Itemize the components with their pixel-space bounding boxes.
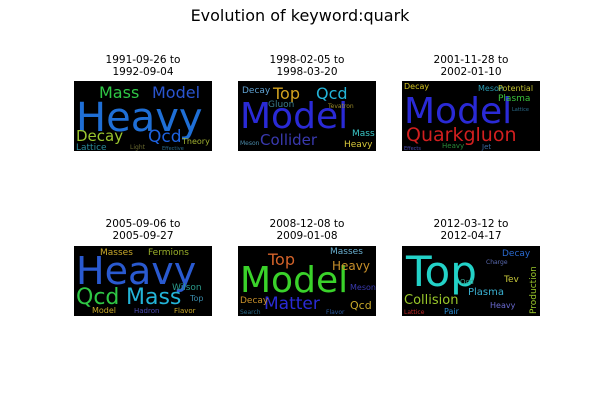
word-top-panel-2: Top xyxy=(272,84,300,103)
wordcloud-5-svg: Model Top Masses Heavy Matter Qcd Decay … xyxy=(240,247,376,316)
wordcloud-1-svg: Heavy Mass Model Decay Qcd Lattice Theor… xyxy=(76,83,210,151)
word-quarkgluon-panel-3: Quarkgluon xyxy=(406,124,517,146)
word-model-panel-4: Model xyxy=(92,306,116,315)
word-fermions-panel-4: Fermions xyxy=(148,248,189,258)
word-qcd-panel-4: Qcd xyxy=(76,285,119,310)
word-charge-panel-6: Charge xyxy=(486,259,508,266)
panel-title-5-line1: 2008-12-08 to xyxy=(269,218,345,230)
panel-title-4-line1: 2005-09-06 to xyxy=(105,218,181,230)
word-lattice-panel-1: Lattice xyxy=(76,143,107,151)
wordcloud-panel-1: Heavy Mass Model Decay Qcd Lattice Theor… xyxy=(74,81,212,151)
wordcloud-3-svg: Model Quarkgluon Decay Meson Potential P… xyxy=(404,82,533,151)
word-heavy-panel-6: Heavy xyxy=(490,301,516,310)
word-decay-panel-5: Decay xyxy=(240,296,269,306)
word-model-panel-2: Model xyxy=(240,96,348,137)
word-decay-panel-2: Decay xyxy=(242,86,271,96)
word-qcd-panel-6: Qcd xyxy=(460,278,474,286)
word-qcd-panel-2: Qcd xyxy=(316,84,348,103)
wordcloud-panel-4: Heavy Masses Fermions Qcd Mass Wilson Mo… xyxy=(74,246,212,316)
wordcloud-panel-2: Model Top Qcd Decay Gluon Tevatron Colli… xyxy=(238,81,376,151)
wordcloud-panel-5: Model Top Masses Heavy Matter Qcd Decay … xyxy=(238,246,376,316)
word-meson-panel-2: Meson xyxy=(240,140,260,147)
panel-title-2: 1998-02-05 to 1998-03-20 xyxy=(227,54,387,78)
panel-title-3-line1: 2001-11-28 to xyxy=(433,54,509,66)
word-lattice-panel-3: Lattice xyxy=(512,107,529,113)
word-search-panel-5: Search xyxy=(240,309,261,316)
word-decay-panel-6: Decay xyxy=(502,249,531,259)
word-meson-panel-5: Meson xyxy=(350,283,376,292)
word-heavy-panel-3: Heavy xyxy=(442,142,464,150)
word-top-panel-6: Top xyxy=(405,247,477,296)
word-collision-panel-6: Collision xyxy=(404,293,458,308)
word-collider-panel-2: Collider xyxy=(260,131,318,149)
word-flavor-panel-5: Flavor xyxy=(326,309,345,316)
word-pair-panel-6: Pair xyxy=(444,307,460,316)
word-masses-panel-4: Masses xyxy=(100,248,133,258)
wordcloud-6-svg: Top Collision Plasma Production Decay Te… xyxy=(404,247,539,316)
panel-title-1-line1: 1991-09-26 to xyxy=(105,54,181,66)
word-heavy-panel-2: Heavy xyxy=(344,140,373,150)
word-mass-panel-4: Mass xyxy=(126,285,181,310)
word-gluon-panel-2: Gluon xyxy=(268,100,294,110)
wordcloud-4-svg: Heavy Masses Fermions Qcd Mass Wilson Mo… xyxy=(76,248,204,315)
word-heavy-panel-1: Heavy xyxy=(76,95,203,141)
panel-title-6: 2012-03-12 to 2012-04-17 xyxy=(391,218,551,242)
panel-title-3-line2: 2002-01-10 xyxy=(440,66,502,78)
word-model-panel-1: Model xyxy=(152,83,200,102)
word-qcd-panel-5: Qcd xyxy=(350,299,372,312)
word-flavor-panel-4: Flavor xyxy=(174,307,196,315)
wordcloud-2-svg: Model Top Qcd Decay Gluon Tevatron Colli… xyxy=(240,84,375,150)
word-heavy-panel-5: Heavy xyxy=(332,259,370,273)
word-hadron-panel-4: Hadron xyxy=(134,307,159,315)
word-tev-panel-6: Tev xyxy=(503,275,520,285)
panel-title-2-line1: 1998-02-05 to xyxy=(269,54,345,66)
panel-title-4: 2005-09-06 to 2005-09-27 xyxy=(63,218,223,242)
word-lattice-panel-6: Lattice xyxy=(404,309,425,316)
word-model-panel-5: Model xyxy=(240,260,348,301)
word-effects-panel-3: Effects xyxy=(404,146,421,151)
word-qcd-panel-1: Qcd xyxy=(148,127,182,147)
word-heavy-panel-4: Heavy xyxy=(76,249,196,293)
word-jet-panel-3: Jet xyxy=(481,143,491,151)
word-top-panel-5: Top xyxy=(267,250,295,269)
word-effective-panel-1: Effective xyxy=(162,146,184,151)
word-plasma-panel-6: Plasma xyxy=(468,287,504,298)
panel-title-5-line2: 2009-01-08 xyxy=(276,230,338,242)
wordcloud-panel-3: Model Quarkgluon Decay Meson Potential P… xyxy=(402,81,540,151)
wordcloud-panel-6: Top Collision Plasma Production Decay Te… xyxy=(402,246,540,316)
panel-title-6-line1: 2012-03-12 to xyxy=(433,218,509,230)
word-theory-panel-1: Theory xyxy=(181,137,210,146)
panel-title-4-line2: 2005-09-27 xyxy=(112,230,174,242)
word-masses-panel-5: Masses xyxy=(330,247,363,257)
word-meson-panel-3: Meson xyxy=(478,84,504,93)
word-top-panel-4: Top xyxy=(189,294,204,303)
word-tevatron-panel-2: Tevatron xyxy=(327,103,354,110)
panel-title-1: 1991-09-26 to 1992-09-04 xyxy=(63,54,223,78)
word-model-panel-3: Model xyxy=(404,91,512,132)
figure-title: Evolution of keyword:quark xyxy=(190,6,410,25)
panel-title-5: 2008-12-08 to 2009-01-08 xyxy=(227,218,387,242)
word-production-panel-6: Production xyxy=(529,266,539,314)
word-plasma-panel-3: Plasma xyxy=(498,94,530,104)
word-decay-panel-1: Decay xyxy=(76,127,123,145)
panel-title-1-line2: 1992-09-04 xyxy=(112,66,174,78)
word-decay-panel-3: Decay xyxy=(404,82,429,91)
word-matter-panel-5: Matter xyxy=(264,294,320,314)
word-mass-panel-2: Mass xyxy=(352,129,375,139)
word-potential-panel-3: Potential xyxy=(498,84,533,93)
word-light-panel-1: Light xyxy=(130,144,146,151)
word-wilson-panel-4: Wilson xyxy=(172,283,202,293)
word-mass-panel-1: Mass xyxy=(99,83,139,102)
panel-title-3: 2001-11-28 to 2002-01-10 xyxy=(391,54,551,78)
panel-title-2-line2: 1998-03-20 xyxy=(276,66,338,78)
panel-title-6-line2: 2012-04-17 xyxy=(440,230,502,242)
